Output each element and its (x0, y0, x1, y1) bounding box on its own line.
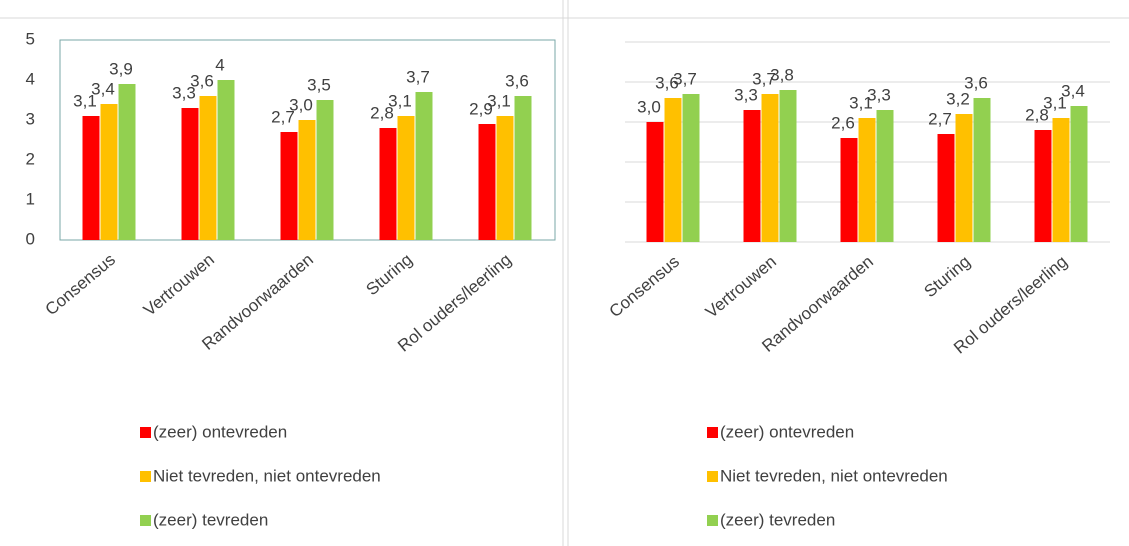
bar (1052, 118, 1070, 242)
bar (646, 122, 664, 242)
data-label: 3,3 (734, 85, 758, 104)
bar (82, 116, 100, 240)
bar (840, 138, 858, 242)
data-label: 3,3 (172, 83, 196, 102)
legend-swatch (140, 471, 151, 482)
data-label: 3,1 (487, 91, 511, 110)
bar (743, 110, 761, 242)
bar (118, 84, 136, 240)
bar (937, 134, 955, 242)
bar (316, 100, 334, 240)
legend-label: (zeer) ontevreden (153, 422, 287, 441)
legend-swatch (707, 427, 718, 438)
bar (664, 98, 682, 242)
bar (1034, 130, 1052, 242)
bar (478, 124, 496, 240)
bar (298, 120, 316, 240)
y-tick-label: 1 (26, 189, 35, 208)
bar (100, 104, 118, 240)
data-label: 3,8 (770, 65, 794, 84)
legend-swatch (707, 471, 718, 482)
bar (973, 98, 991, 242)
data-label: 3,6 (655, 73, 679, 92)
data-label: 3,6 (505, 71, 529, 90)
legend-label: (zeer) ontevreden (720, 422, 854, 441)
data-label: 3,7 (673, 69, 697, 88)
bar (181, 108, 199, 240)
legend-swatch (140, 515, 151, 526)
data-label: 3,1 (849, 93, 873, 112)
bar (955, 114, 973, 242)
bar (876, 110, 894, 242)
bar (514, 96, 532, 240)
bar (1070, 106, 1088, 242)
y-tick-label: 4 (26, 69, 35, 88)
data-label: 3,4 (91, 79, 115, 98)
legend-label: (zeer) tevreden (720, 510, 835, 529)
data-label: 2,9 (469, 99, 493, 118)
legend-label: (zeer) tevreden (153, 510, 268, 529)
data-label: 3,0 (289, 95, 313, 114)
y-tick-label: 3 (26, 109, 35, 128)
data-label: 2,8 (1025, 105, 1049, 124)
data-label: 3,2 (946, 89, 970, 108)
y-tick-label: 0 (26, 229, 35, 248)
bar (682, 94, 700, 242)
data-label: 2,6 (831, 113, 855, 132)
bar (397, 116, 415, 240)
bar (858, 118, 876, 242)
bar (280, 132, 298, 240)
data-label: 3,0 (637, 97, 661, 116)
bar (199, 96, 217, 240)
data-label: 3,7 (406, 67, 430, 86)
data-label: 2,7 (928, 109, 952, 128)
data-label: 3,6 (964, 73, 988, 92)
bar (761, 94, 779, 242)
data-label: 3,5 (307, 75, 331, 94)
y-tick-label: 2 (26, 149, 35, 168)
bar (379, 128, 397, 240)
data-label: 4 (215, 55, 224, 74)
legend-label: Niet tevreden, niet ontevreden (720, 466, 948, 485)
data-label: 3,1 (388, 91, 412, 110)
data-label: 3,3 (867, 85, 891, 104)
y-tick-label: 5 (26, 29, 35, 48)
bar (217, 80, 235, 240)
data-label: 3,9 (109, 59, 133, 78)
bar (415, 92, 433, 240)
data-label: 3,1 (1043, 93, 1067, 112)
legend-swatch (140, 427, 151, 438)
bar (496, 116, 514, 240)
legend-label: Niet tevreden, niet ontevreden (153, 466, 381, 485)
data-label: 2,7 (271, 107, 295, 126)
data-label: 3,6 (190, 71, 214, 90)
data-label: 3,7 (752, 69, 776, 88)
legend-swatch (707, 515, 718, 526)
data-label: 2,8 (370, 103, 394, 122)
data-label: 3,1 (73, 91, 97, 110)
bar (779, 90, 797, 242)
data-label: 3,4 (1061, 81, 1085, 100)
